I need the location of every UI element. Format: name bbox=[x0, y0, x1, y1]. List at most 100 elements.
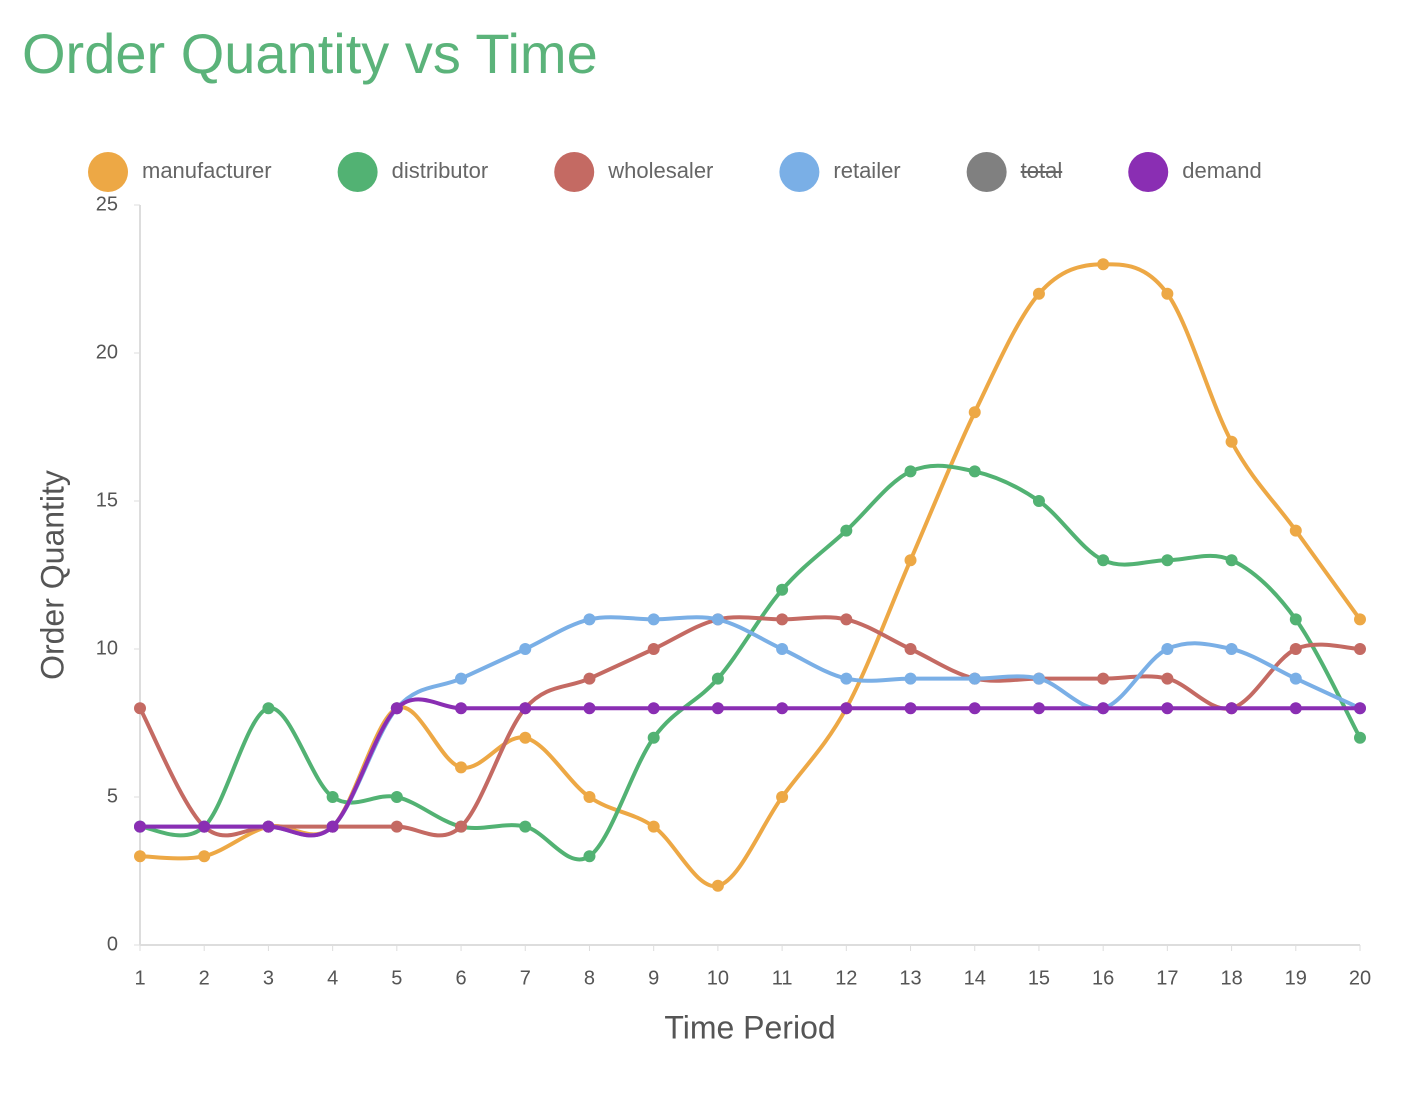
data-point bbox=[326, 791, 339, 803]
data-point bbox=[968, 672, 981, 685]
x-tick-label: 8 bbox=[584, 967, 595, 989]
data-point bbox=[583, 672, 596, 685]
data-point bbox=[1225, 702, 1238, 715]
data-point bbox=[904, 672, 917, 685]
data-point bbox=[519, 820, 532, 833]
data-point bbox=[904, 554, 917, 567]
data-point bbox=[1225, 435, 1238, 448]
y-axis-title: Order Quantity bbox=[34, 470, 70, 680]
data-point bbox=[134, 850, 146, 863]
data-point bbox=[711, 672, 724, 685]
data-point bbox=[647, 820, 660, 833]
data-point bbox=[647, 643, 660, 655]
data-point bbox=[583, 702, 596, 715]
data-point bbox=[198, 820, 211, 833]
data-point bbox=[1289, 524, 1302, 537]
x-tick-label: 9 bbox=[648, 967, 659, 989]
legend-swatch bbox=[1128, 152, 1169, 192]
data-point bbox=[1032, 672, 1045, 685]
data-point bbox=[1161, 554, 1174, 567]
data-point bbox=[711, 879, 724, 892]
x-tick-label: 11 bbox=[772, 967, 793, 989]
data-point bbox=[647, 731, 660, 744]
legend-swatch bbox=[966, 152, 1007, 192]
data-point bbox=[840, 702, 853, 715]
data-point bbox=[776, 702, 789, 715]
legend-swatch bbox=[554, 152, 595, 192]
data-point bbox=[519, 731, 532, 744]
data-point bbox=[647, 702, 660, 715]
data-point bbox=[711, 613, 724, 626]
y-tick-label: 20 bbox=[96, 341, 118, 363]
x-tick-label: 5 bbox=[391, 967, 402, 989]
data-point bbox=[1354, 613, 1366, 626]
x-tick-label: 2 bbox=[199, 967, 210, 989]
data-point bbox=[1161, 672, 1174, 685]
data-point bbox=[1225, 554, 1238, 567]
data-point bbox=[1161, 287, 1174, 300]
x-tick-label: 6 bbox=[455, 967, 466, 989]
series-line bbox=[140, 615, 1361, 838]
data-point bbox=[1289, 672, 1302, 685]
x-tick-label: 16 bbox=[1092, 967, 1114, 989]
data-point bbox=[1032, 702, 1045, 715]
data-point bbox=[1289, 702, 1302, 715]
data-point bbox=[390, 820, 403, 833]
data-point bbox=[1161, 643, 1174, 655]
data-point bbox=[840, 613, 853, 626]
x-tick-label: 10 bbox=[707, 967, 729, 989]
data-point bbox=[583, 850, 596, 863]
data-point bbox=[1289, 643, 1302, 655]
legend-label[interactable]: distributor bbox=[392, 158, 489, 183]
y-tick-label: 10 bbox=[96, 637, 118, 659]
x-tick-label: 13 bbox=[899, 967, 921, 989]
data-point bbox=[840, 672, 853, 685]
data-point bbox=[455, 702, 468, 715]
legend-swatch bbox=[337, 152, 378, 192]
x-tick-label: 18 bbox=[1220, 967, 1242, 989]
data-point bbox=[647, 613, 660, 626]
data-point bbox=[1354, 731, 1366, 744]
data-point bbox=[519, 643, 532, 655]
data-point bbox=[262, 702, 275, 715]
data-point bbox=[1097, 672, 1110, 685]
series-line bbox=[138, 615, 1361, 838]
data-point bbox=[134, 820, 146, 833]
x-axis-title: Time Period bbox=[664, 1009, 835, 1045]
y-tick-label: 25 bbox=[96, 193, 118, 215]
data-point bbox=[1354, 702, 1366, 715]
y-tick-label: 0 bbox=[107, 933, 118, 955]
data-point bbox=[455, 672, 468, 685]
data-point bbox=[904, 465, 917, 478]
data-point bbox=[776, 613, 789, 626]
data-point bbox=[198, 850, 211, 863]
legend-swatch bbox=[88, 152, 128, 192]
data-point bbox=[1225, 643, 1238, 655]
data-point bbox=[1161, 702, 1174, 715]
series-line bbox=[139, 463, 1362, 862]
legend-label[interactable]: retailer bbox=[833, 158, 900, 183]
x-tick-label: 17 bbox=[1156, 967, 1178, 989]
data-point bbox=[583, 613, 596, 626]
x-tick-label: 14 bbox=[964, 967, 986, 989]
legend-swatch bbox=[779, 152, 820, 192]
legend-label[interactable]: demand bbox=[1182, 158, 1262, 183]
data-point bbox=[776, 643, 789, 655]
data-point bbox=[1354, 643, 1366, 655]
data-point bbox=[1289, 613, 1302, 626]
y-tick-label: 15 bbox=[96, 489, 118, 511]
data-point bbox=[326, 820, 339, 833]
legend-label[interactable]: manufacturer bbox=[142, 158, 272, 183]
data-point bbox=[1097, 554, 1110, 567]
data-point bbox=[134, 702, 146, 715]
legend-label[interactable]: total bbox=[1021, 158, 1063, 183]
data-point bbox=[711, 702, 724, 715]
data-point bbox=[776, 583, 789, 596]
data-point bbox=[776, 791, 789, 803]
x-tick-label: 3 bbox=[263, 967, 274, 989]
data-point bbox=[390, 702, 403, 715]
legend-label[interactable]: wholesaler bbox=[607, 158, 713, 183]
x-tick-label: 1 bbox=[134, 967, 145, 989]
data-point bbox=[1032, 495, 1045, 507]
data-point bbox=[1097, 258, 1110, 271]
